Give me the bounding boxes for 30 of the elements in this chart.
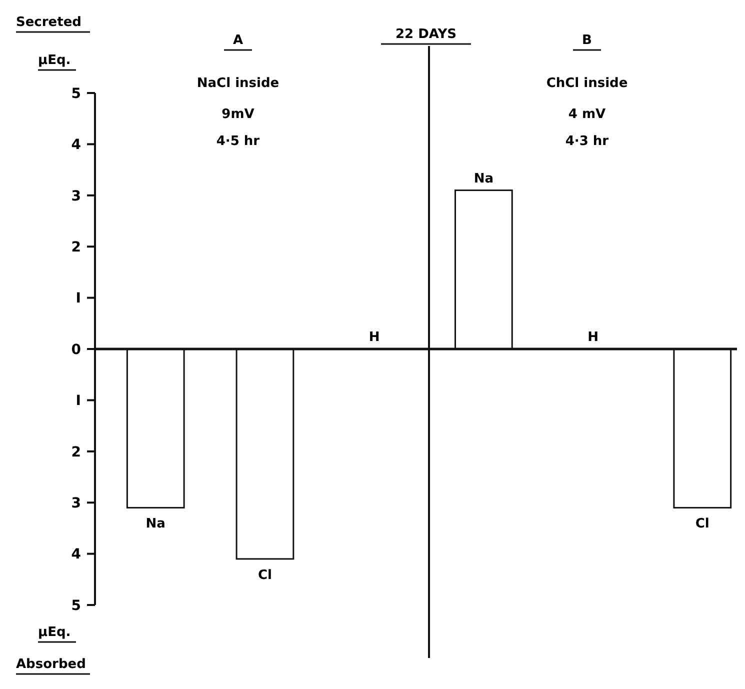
y-tick-label: 3 bbox=[71, 496, 81, 512]
y-tick-label: 2 bbox=[71, 444, 81, 460]
y-tick-label: 0 bbox=[71, 342, 82, 358]
x-tick-label: Cl bbox=[258, 568, 272, 583]
y-tick-label: 5 bbox=[71, 598, 81, 614]
text: A bbox=[232, 33, 244, 48]
annotation: 4·5 hr bbox=[216, 134, 260, 149]
x-tick-label: Cl bbox=[695, 516, 710, 532]
y-tick-label: 3 bbox=[71, 188, 81, 204]
y-tick-label: I bbox=[76, 290, 81, 307]
y-tick-label: 4 bbox=[71, 137, 82, 154]
text: μEq. bbox=[38, 625, 71, 640]
text: Absorbed bbox=[16, 657, 86, 672]
text: B bbox=[582, 33, 592, 48]
y-axis-title: Secreted bbox=[16, 15, 82, 30]
x-tick-label: H bbox=[368, 330, 380, 345]
text: ChCl inside bbox=[546, 76, 628, 91]
annotation: 9mV bbox=[222, 107, 254, 122]
x-tick-label: H bbox=[588, 330, 598, 345]
annotation: 4 mV bbox=[568, 107, 606, 122]
y-tick-label: 5 bbox=[71, 86, 81, 102]
annotation: 4·3 hr bbox=[565, 134, 610, 149]
y-tick-label: 2 bbox=[71, 240, 81, 256]
text: μEq. bbox=[38, 53, 71, 68]
text: 22 DAYS bbox=[395, 27, 457, 42]
y-tick-label: I bbox=[76, 393, 81, 410]
text: NaCl inside bbox=[196, 76, 280, 91]
x-tick-label: Na bbox=[474, 171, 494, 186]
x-tick-label: Na bbox=[146, 516, 166, 532]
y-tick-label: 4 bbox=[71, 546, 82, 563]
